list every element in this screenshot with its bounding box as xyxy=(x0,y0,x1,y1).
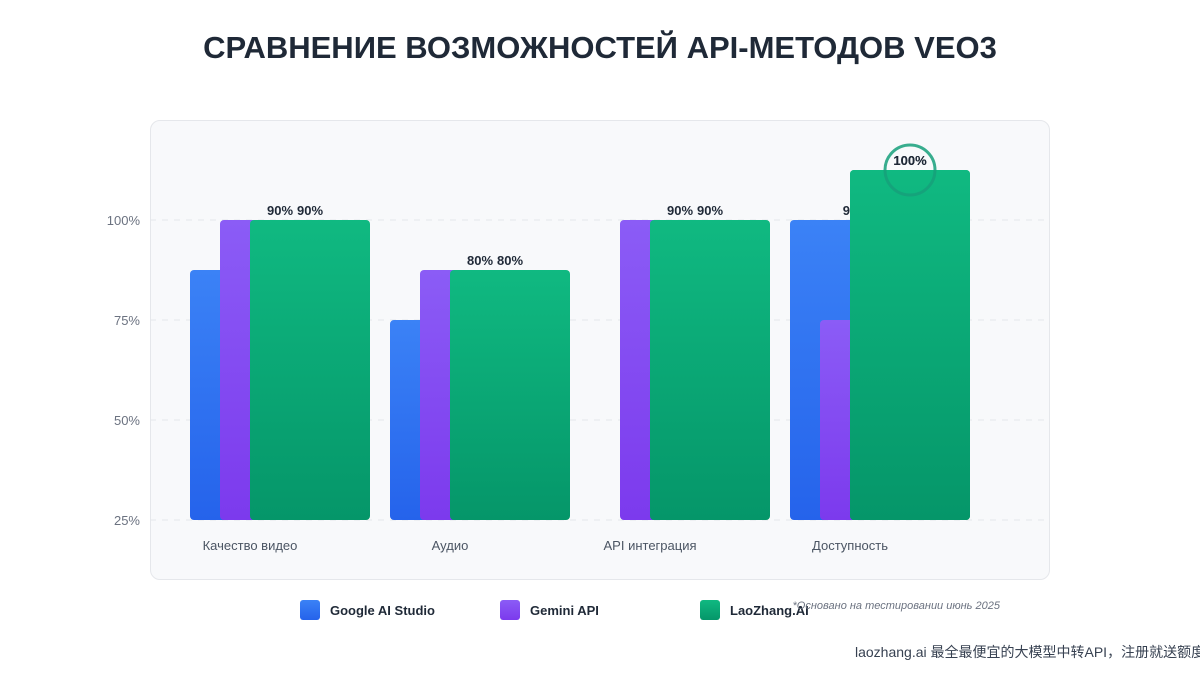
bar-2-0 xyxy=(250,220,370,520)
legend-gemini: Gemini API xyxy=(500,600,599,620)
chart-title: СРАВНЕНИЕ ВОЗМОЖНОСТЕЙ API-МЕТОДОВ VEO3 xyxy=(203,30,997,65)
x-tick-label: Качество видео xyxy=(203,538,298,553)
bar-2-2 xyxy=(650,220,770,520)
x-tick-label: Аудио xyxy=(432,538,469,553)
data-label: 90% xyxy=(267,203,293,218)
y-tick-label: 50% xyxy=(114,413,140,428)
legend-label: Gemini API xyxy=(530,602,599,618)
y-tick-label: 75% xyxy=(114,313,140,328)
x-tick-label: API интеграция xyxy=(604,538,697,553)
bar-highlight xyxy=(850,170,970,520)
data-label: 100% xyxy=(893,153,927,168)
x-tick-label: Доступность xyxy=(812,538,888,553)
footer-text: laozhang.ai 最全最便宜的大模型中转API，注册就送额度 xyxy=(855,644,1200,660)
legend-label: LaoZhang.AI xyxy=(730,602,809,618)
legend-swatch xyxy=(700,600,720,620)
data-label: 90% xyxy=(667,203,693,218)
data-label: 90% xyxy=(697,203,723,218)
data-label: 80% xyxy=(497,253,523,268)
legend-laozhang: LaoZhang.AI xyxy=(700,600,809,620)
chart-svg: 25%50%75%100%9090%80%90%90%80%90%100%100… xyxy=(107,143,1048,553)
footnote: *Основано на тестировании июнь 2025 xyxy=(792,600,1000,612)
legend-swatch xyxy=(300,600,320,620)
data-label: 90% xyxy=(297,203,323,218)
data-label: 80% xyxy=(467,253,493,268)
legend-google: Google AI Studio xyxy=(300,600,435,620)
y-tick-label: 100% xyxy=(107,213,141,228)
legend-label: Google AI Studio xyxy=(330,602,435,618)
y-tick-label: 25% xyxy=(114,513,140,528)
legend-swatch xyxy=(500,600,520,620)
bar-2-1 xyxy=(450,270,570,520)
highlight-circle xyxy=(883,143,937,197)
data-label: 100% xyxy=(893,153,927,168)
